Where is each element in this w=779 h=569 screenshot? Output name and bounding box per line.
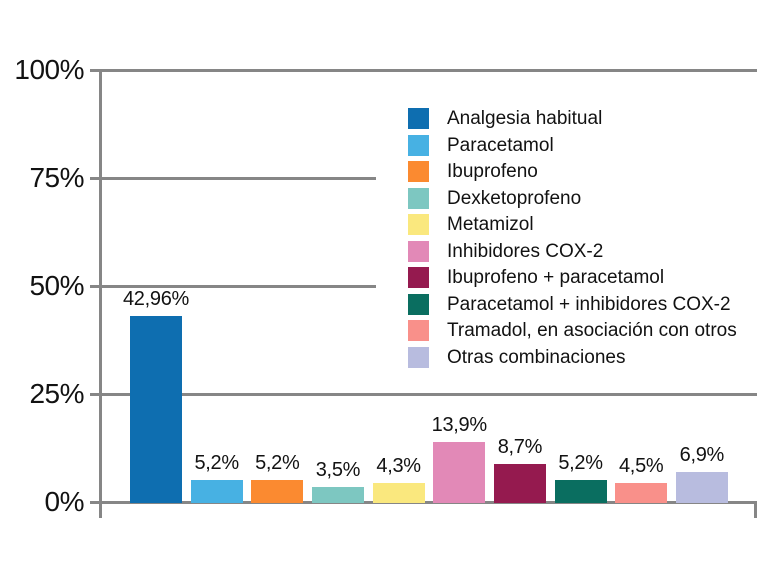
legend-swatch <box>408 187 429 209</box>
legend-item-label: Ibuprofeno <box>447 161 538 182</box>
bar-value-label: 5,2% <box>194 451 239 474</box>
gridline-25pct <box>90 392 757 396</box>
gridline-100pct <box>90 68 757 72</box>
bar-paracetamol-inhibidores-cox-2 <box>554 479 607 503</box>
y-axis-tick-label: 75% <box>29 162 84 193</box>
bar-dexketoprofeno <box>311 486 364 503</box>
legend-item-label: Paracetamol + inhibidores COX-2 <box>447 293 731 315</box>
legend-swatch <box>408 293 429 315</box>
legend-background <box>376 92 779 380</box>
bar-value-label: 42,96% <box>122 288 190 311</box>
bar-ibuprofeno-paracetamol <box>493 464 546 503</box>
bar-value-label: 5,2% <box>558 451 603 474</box>
bar-value-label: 3,5% <box>315 458 361 481</box>
bar-value-label: 13,9% <box>431 413 488 436</box>
legend-item-label: Dexketoprofeno <box>447 187 582 209</box>
legend-item-label: Inhibidores COX-2 <box>447 240 604 262</box>
y-axis-tick-label: 25% <box>29 378 84 409</box>
bar-metamizol <box>372 483 425 503</box>
legend-item-label: Tramadol, en asociación con otros <box>447 320 737 341</box>
y-axis-tick-label: 0% <box>44 486 85 517</box>
legend-item-label: Metamizol <box>447 214 534 235</box>
legend-swatch <box>408 320 429 341</box>
bar-paracetamol <box>190 479 243 503</box>
bar-value-label: 4,5% <box>618 454 664 477</box>
legend-swatch <box>408 267 429 288</box>
bar-value-label: 4,3% <box>376 455 421 478</box>
legend-item-label: Paracetamol <box>447 134 554 156</box>
bar-ibuprofeno <box>251 479 304 503</box>
x-axis-right-tick <box>754 502 757 518</box>
legend-item-label: Ibuprofeno + paracetamol <box>447 267 665 288</box>
legend-swatch <box>408 346 429 368</box>
legend-swatch <box>408 240 429 262</box>
legend-swatch <box>408 161 429 182</box>
legend-item-label: Otras combinaciones <box>447 346 626 368</box>
bar-tramadol-en-asociaci-n-con-otros <box>615 482 668 503</box>
legend-item-label: Analgesia habitual <box>447 108 603 129</box>
legend-swatch <box>408 214 429 235</box>
y-axis-tick-label: 50% <box>29 270 84 301</box>
bar-value-label: 5,2% <box>255 451 300 474</box>
bar-otras-combinaciones <box>675 472 728 503</box>
bar-analgesia-habitual <box>130 316 182 503</box>
bar-value-label: 8,7% <box>497 436 543 459</box>
y-axis-line <box>99 70 102 518</box>
bar-inhibidores-cox-2 <box>433 441 486 503</box>
bar-value-label: 6,9% <box>679 444 725 467</box>
legend-swatch <box>408 108 429 129</box>
legend-swatch <box>408 134 429 156</box>
y-axis-tick-label: 100% <box>14 54 84 85</box>
